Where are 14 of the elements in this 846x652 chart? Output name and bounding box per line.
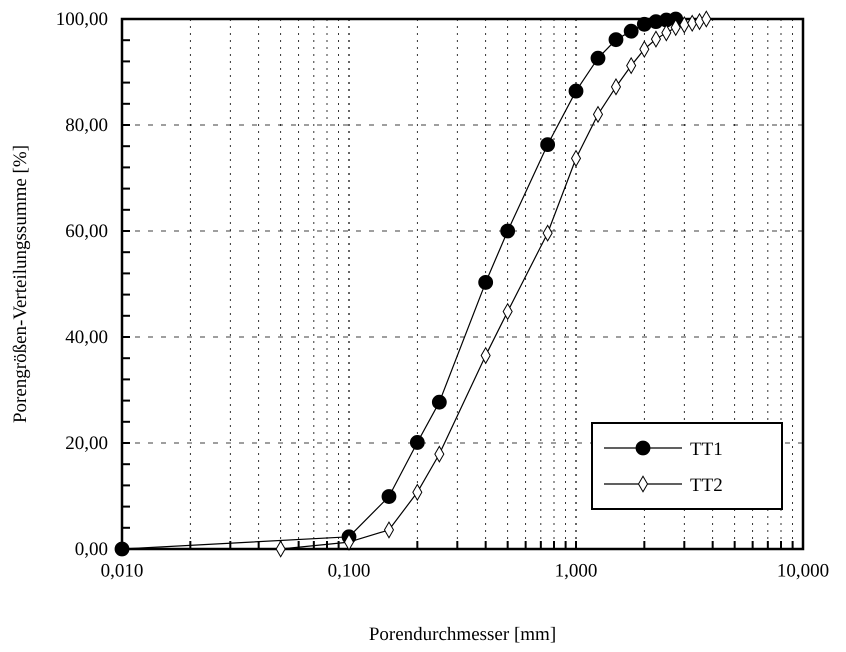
x-tick-label: 1,000 xyxy=(554,560,598,582)
y-tick-label: 60,00 xyxy=(65,221,108,242)
y-tick-label: 100,00 xyxy=(56,9,108,30)
x-tick-label: 10,000 xyxy=(776,560,830,582)
legend-label: TT2 xyxy=(690,475,723,496)
y-tick-label: 0,00 xyxy=(74,539,108,560)
y-tick-label: 20,00 xyxy=(65,433,108,454)
x-tick-label: 0,100 xyxy=(328,560,370,582)
legend-label: TT1 xyxy=(690,439,723,460)
y-tick-label: 80,00 xyxy=(65,115,108,136)
y-tick-label: 40,00 xyxy=(65,327,108,348)
y-axis-title: Porengrößen-Verteilungssumme [%] xyxy=(10,144,31,424)
x-tick-label: 0,010 xyxy=(100,560,144,582)
x-axis-title: Porendurchmesser [mm] xyxy=(368,624,556,645)
